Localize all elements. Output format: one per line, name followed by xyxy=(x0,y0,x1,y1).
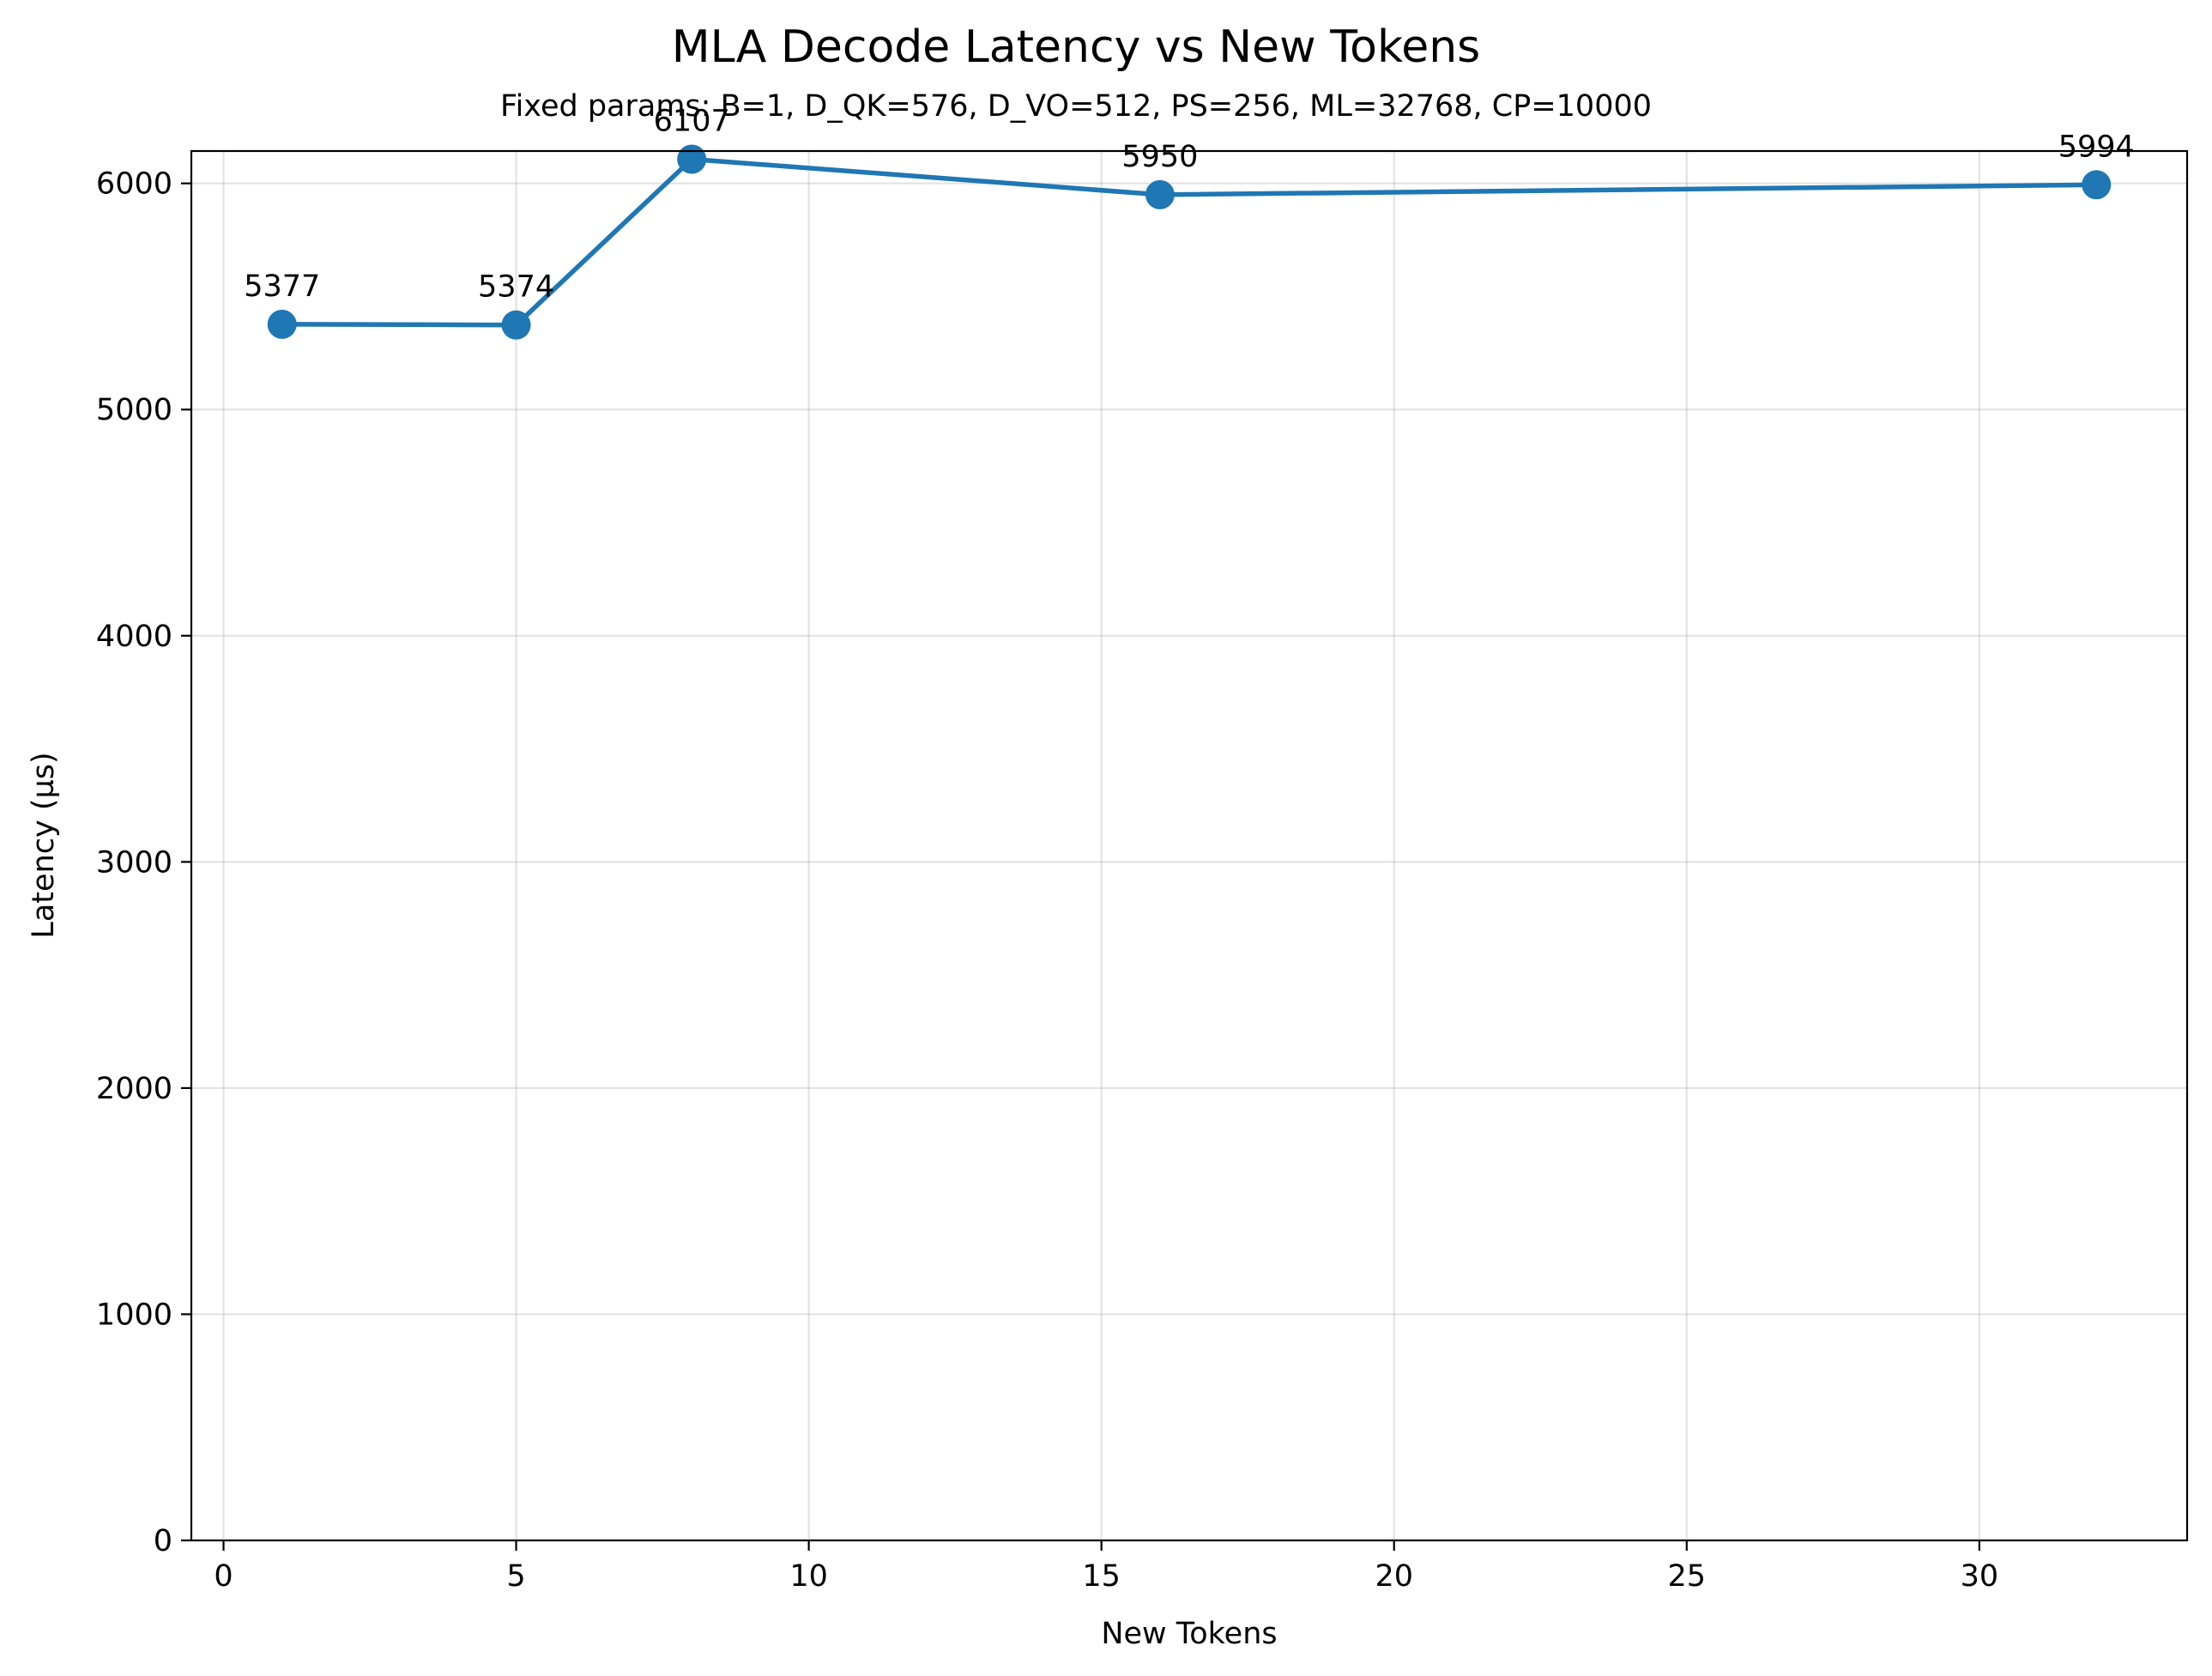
data-label: 6107 xyxy=(654,104,730,138)
y-tick-label: 6000 xyxy=(96,167,172,202)
x-tick-label: 0 xyxy=(214,1559,233,1594)
data-label: 5374 xyxy=(478,270,554,305)
data-label: 5950 xyxy=(1121,140,1198,174)
x-tick-label: 10 xyxy=(789,1559,828,1594)
y-axis-ticks: 0 1000 2000 3000 4000 5000 6000 xyxy=(96,167,191,1558)
data-point xyxy=(2082,170,2112,200)
y-tick-label: 4000 xyxy=(96,620,172,654)
chart-subtitle: Fixed params: B=1, D_QK=576, D_VO=512, P… xyxy=(500,89,1652,124)
x-tick-label: 30 xyxy=(1961,1559,1999,1594)
plot-frame xyxy=(190,149,2189,1542)
y-tick-label: 1000 xyxy=(96,1298,172,1332)
y-tick-label: 2000 xyxy=(96,1072,172,1106)
data-label: 5377 xyxy=(244,269,320,304)
x-axis-label: New Tokens xyxy=(1101,1617,1277,1651)
data-point xyxy=(677,144,707,174)
x-tick-label: 20 xyxy=(1375,1559,1413,1594)
data-point xyxy=(1145,179,1175,209)
data-point xyxy=(501,310,531,340)
x-tick-label: 5 xyxy=(506,1559,525,1594)
data-point xyxy=(267,309,297,339)
grid xyxy=(191,151,2187,1542)
x-tick-label: 15 xyxy=(1082,1559,1121,1594)
y-tick-label: 0 xyxy=(154,1524,172,1558)
data-label-layer: 5377 5374 6107 5950 5994 xyxy=(244,104,2135,304)
chart-title: MLA Decode Latency vs New Tokens xyxy=(672,21,1481,73)
y-tick-label: 5000 xyxy=(96,393,172,427)
y-axis-label: Latency (µs) xyxy=(27,752,61,938)
y-tick-label: 3000 xyxy=(96,845,172,880)
x-tick-label: 25 xyxy=(1668,1559,1707,1594)
data-label: 5994 xyxy=(2058,130,2135,164)
x-axis-ticks: 0 5 10 15 20 25 30 xyxy=(214,1540,1998,1594)
